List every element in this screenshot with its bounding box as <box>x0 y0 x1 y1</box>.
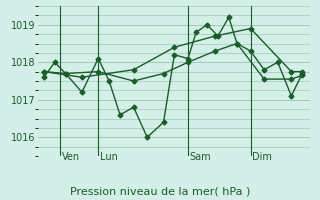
Text: Ven: Ven <box>61 152 80 162</box>
Text: Pression niveau de la mer( hPa ): Pression niveau de la mer( hPa ) <box>70 186 250 196</box>
Text: Dim: Dim <box>252 152 272 162</box>
Text: Lun: Lun <box>100 152 117 162</box>
Text: Sam: Sam <box>189 152 211 162</box>
